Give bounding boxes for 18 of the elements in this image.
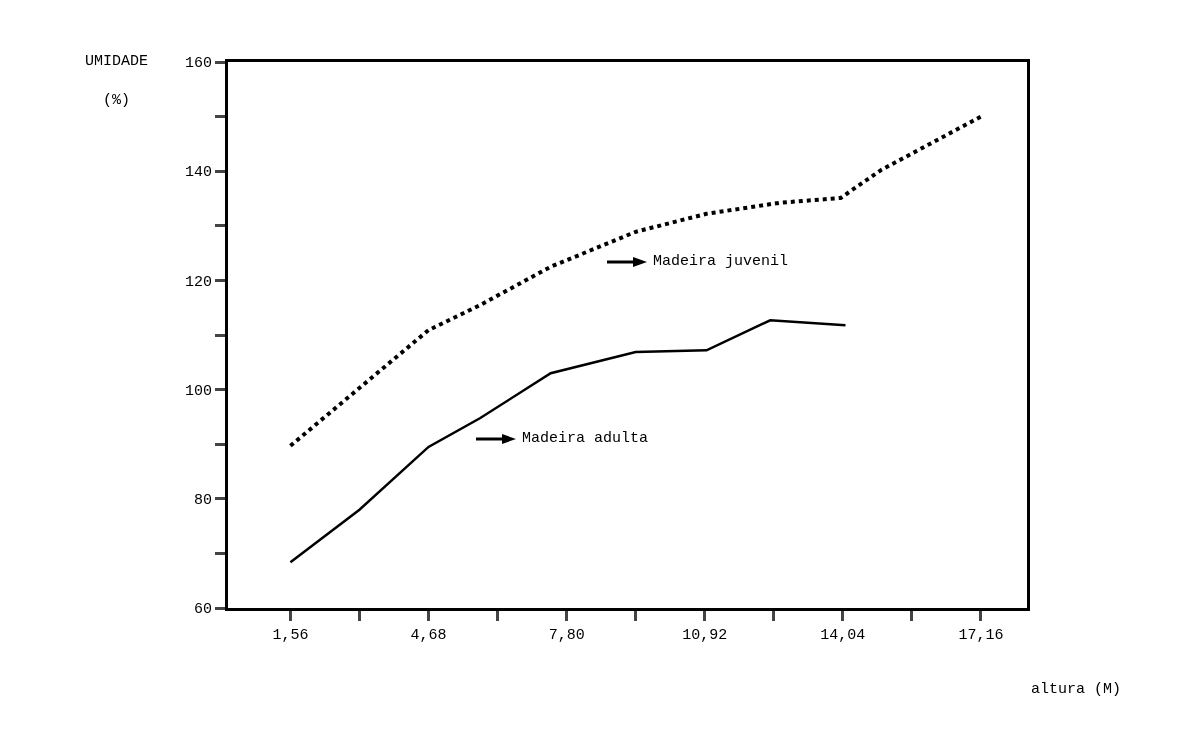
x-tick-label: 10,92 [682, 627, 728, 644]
y-tick-label: 100 [184, 382, 212, 400]
y-tick-label: 160 [184, 55, 212, 73]
x-tick-label: 1,56 [272, 627, 309, 644]
y-tick-label: 120 [184, 273, 212, 291]
x-axis-title: altura (M) [1031, 681, 1122, 698]
y-tick-label: 80 [193, 492, 212, 510]
x-tick-label: 14,04 [820, 627, 866, 644]
x-tick-label: 4,68 [410, 627, 447, 644]
y-tick-label: 140 [184, 164, 212, 182]
y-tick-label: 60 [193, 601, 212, 619]
text: UMIDADE (%) [85, 53, 149, 109]
annotation: Madeira adulta [522, 430, 649, 447]
line-series [289, 319, 847, 564]
annotation: Madeira juvenil [653, 253, 789, 270]
x-tick-label: 17,16 [958, 627, 1004, 644]
line-series [288, 114, 983, 448]
x-tick-label: 7,80 [548, 627, 585, 644]
